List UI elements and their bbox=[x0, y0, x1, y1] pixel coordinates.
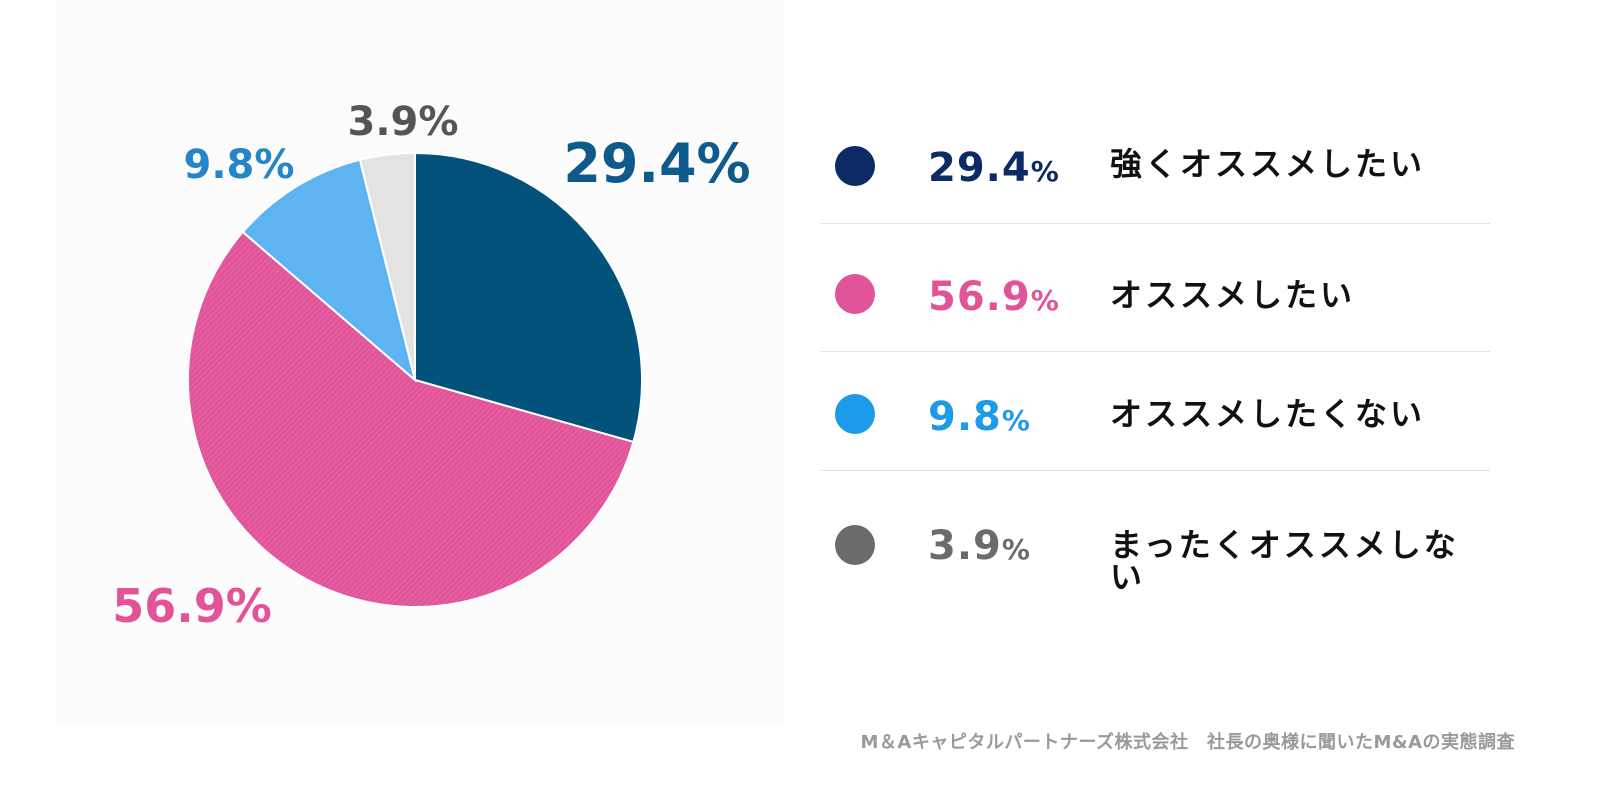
legend-row-recommend: 56.9% オススメしたい bbox=[820, 224, 1490, 352]
label-strongly-recommend: 29.4% bbox=[563, 132, 750, 195]
slice-not-recommend bbox=[241, 158, 417, 383]
legend-value: 56.9% bbox=[928, 274, 1060, 320]
label-not-recommend: 9.8% bbox=[184, 142, 295, 188]
legend-row-strongly-recommend: 29.4% 強くオススメしたい bbox=[820, 105, 1490, 224]
slice-recommend-texture bbox=[188, 232, 634, 607]
legend-label: まったくオススメしない bbox=[1110, 526, 1459, 596]
legend: 29.4% 強くオススメしたい 56.9% オススメしたい 9.8% オススメし… bbox=[820, 105, 1490, 593]
legend-dot bbox=[835, 394, 875, 434]
legend-value: 9.8% bbox=[928, 394, 1031, 440]
label-recommend: 56.9% bbox=[112, 579, 272, 633]
legend-value: 29.4% bbox=[928, 145, 1060, 191]
label-never-recommend: 3.9% bbox=[348, 99, 459, 145]
legend-dot bbox=[835, 274, 875, 314]
pie-chart: 29.4% 56.9% 9.8% 3.9% bbox=[112, 99, 750, 633]
legend-dot bbox=[835, 525, 875, 565]
legend-label: オススメしたくない bbox=[1110, 395, 1426, 433]
legend-row-not-recommend: 9.8% オススメしたくない bbox=[820, 352, 1490, 471]
slice-strongly-recommend bbox=[414, 151, 643, 444]
legend-label: オススメしたい bbox=[1110, 276, 1356, 314]
slice-never-recommend bbox=[358, 151, 416, 381]
legend-row-never-recommend: 3.9% まったくオススメしない bbox=[820, 471, 1490, 593]
legend-value: 3.9% bbox=[928, 523, 1031, 569]
legend-dot bbox=[835, 146, 875, 186]
source-note: M＆Aキャピタルパートナーズ株式会社 社長の奥様に聞いたM&Aの実態調査 bbox=[860, 732, 1515, 753]
legend-label: 強くオススメしたい bbox=[1110, 145, 1426, 183]
